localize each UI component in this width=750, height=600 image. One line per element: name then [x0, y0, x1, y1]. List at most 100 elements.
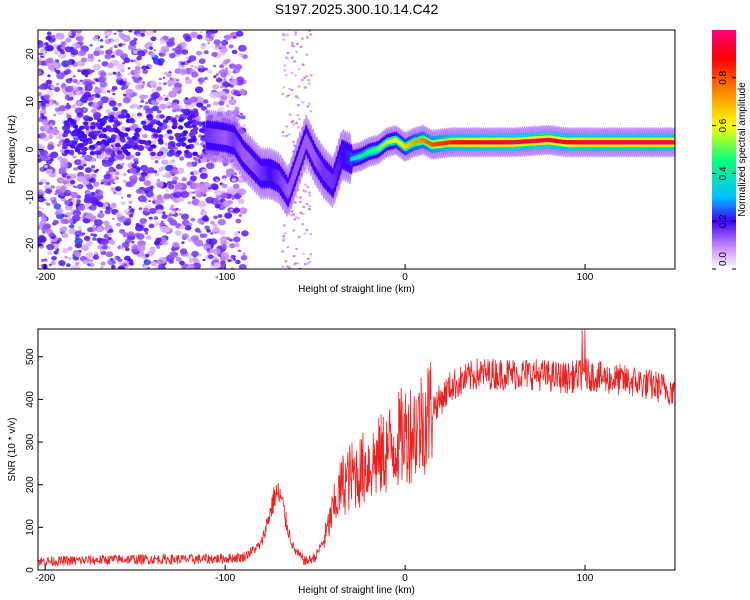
- noise-blob: [202, 258, 206, 262]
- noise-blob: [100, 261, 106, 266]
- noise-blob: [44, 168, 47, 171]
- noise-blob: [107, 236, 112, 241]
- noise-blob: [81, 69, 89, 76]
- noise-blob: [309, 232, 313, 236]
- noise-blob: [64, 149, 70, 154]
- noise-blob: [85, 252, 94, 258]
- noise-blob: [178, 138, 184, 143]
- noise-blob: [48, 232, 55, 237]
- noise-blob: [95, 146, 101, 151]
- noise-blob: [149, 80, 158, 88]
- noise-blob: [86, 184, 94, 190]
- noise-blob: [185, 76, 190, 80]
- noise-blob: [157, 264, 166, 269]
- noise-blob: [123, 263, 127, 267]
- noise-blob: [98, 50, 105, 55]
- noise-blob: [88, 132, 94, 138]
- noise-blob: [70, 212, 73, 215]
- noise-blob: [119, 230, 124, 234]
- noise-blob: [187, 161, 192, 165]
- noise-blob: [106, 182, 112, 186]
- spectrogram-y-ticks: -20 -10 0 10 20: [25, 48, 43, 252]
- noise-blob: [217, 218, 226, 226]
- noise-blob: [67, 31, 73, 36]
- noise-blob: [145, 101, 149, 105]
- noise-blob: [191, 250, 199, 257]
- noise-blob: [87, 263, 91, 267]
- noise-blob: [162, 76, 166, 79]
- chart-title: S197.2025.300.10.14.C42: [275, 1, 439, 17]
- noise-blob: [114, 143, 121, 148]
- noise-blob: [125, 127, 131, 132]
- noise-blob: [115, 186, 122, 192]
- noise-blob: [38, 92, 43, 96]
- noise-blob: [218, 100, 225, 106]
- noise-blob: [68, 92, 75, 98]
- noise-blob: [39, 149, 49, 157]
- noise-blob: [301, 223, 304, 226]
- noise-blob: [209, 37, 213, 41]
- noise-blob: [172, 159, 175, 162]
- noise-blob: [206, 229, 212, 233]
- noise-blob: [282, 224, 286, 227]
- noise-blob: [308, 102, 312, 105]
- y-tick-label: 10: [25, 96, 36, 108]
- noise-blob: [220, 72, 227, 78]
- noise-blob: [228, 98, 237, 106]
- noise-blob: [143, 259, 151, 266]
- noise-blob: [152, 133, 159, 138]
- noise-blob: [71, 219, 75, 221]
- noise-blob: [54, 211, 60, 216]
- noise-blob: [144, 190, 149, 194]
- noise-blob: [131, 240, 135, 244]
- noise-blob: [38, 43, 43, 48]
- noise-blob: [156, 245, 161, 249]
- noise-blob: [235, 30, 244, 37]
- noise-blob: [89, 43, 93, 47]
- noise-blob: [150, 260, 157, 266]
- noise-blob: [41, 119, 49, 125]
- noise-blob: [179, 156, 185, 161]
- noise-blob: [295, 50, 299, 54]
- noise-blob: [97, 39, 101, 42]
- x-tick-label: -200: [35, 272, 55, 283]
- noise-blob: [45, 35, 52, 41]
- noise-blob: [181, 191, 189, 198]
- noise-blob: [190, 175, 197, 181]
- noise-blob: [59, 178, 64, 183]
- noise-blob: [290, 88, 294, 92]
- noise-blob: [39, 167, 46, 172]
- noise-blob: [118, 262, 123, 266]
- noise-blob: [220, 260, 226, 265]
- noise-blob: [114, 49, 124, 56]
- colorbar-gradient: [712, 30, 736, 269]
- noise-blob: [113, 32, 117, 35]
- noise-blob: [72, 78, 78, 84]
- noise-blob: [229, 208, 234, 212]
- noise-blob: [209, 249, 214, 253]
- noise-blob: [148, 216, 153, 220]
- noise-blob: [85, 240, 94, 247]
- noise-blob: [83, 243, 87, 247]
- noise-blob: [163, 94, 166, 97]
- noise-blob: [136, 244, 146, 252]
- noise-blob: [281, 92, 285, 96]
- noise-blob: [308, 207, 311, 211]
- noise-blob: [108, 100, 117, 107]
- noise-blob: [87, 139, 93, 144]
- noise-blob: [65, 37, 72, 43]
- noise-blob: [163, 71, 168, 75]
- noise-blob: [238, 263, 247, 269]
- noise-blob: [172, 108, 177, 113]
- noise-blob: [85, 203, 91, 208]
- x-tick-label: -100: [215, 573, 235, 584]
- noise-blob: [194, 182, 203, 189]
- noise-blob: [233, 258, 236, 261]
- noise-blob: [195, 141, 200, 146]
- noise-blob: [155, 204, 164, 212]
- noise-blob: [90, 121, 97, 127]
- noise-blob: [83, 235, 91, 241]
- noise-blob: [187, 201, 192, 205]
- noise-blob: [99, 39, 104, 42]
